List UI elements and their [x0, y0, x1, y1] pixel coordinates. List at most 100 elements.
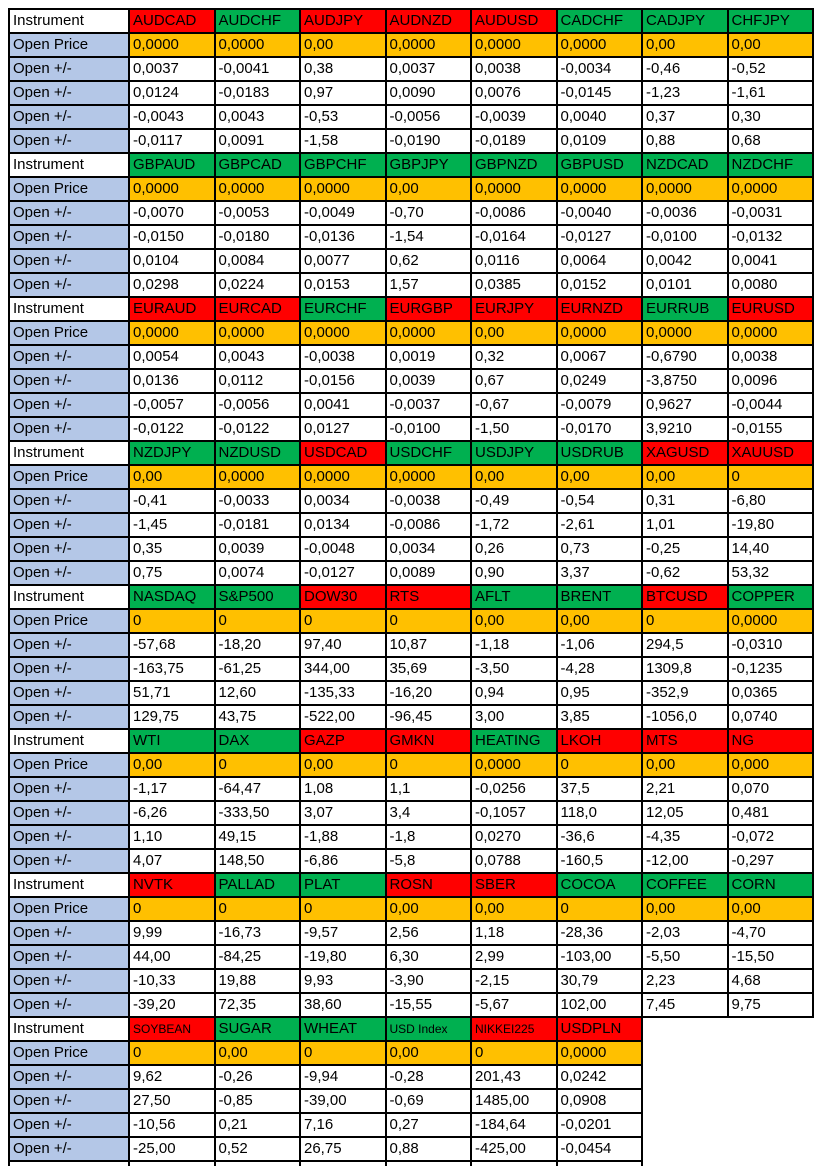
open-change-cell[interactable]: -0,0053 [213, 200, 301, 226]
open-change-cell[interactable]: -1,61 [726, 80, 814, 106]
open-price-cell[interactable]: 0 [726, 464, 814, 490]
open-change-cell[interactable]: 0,0034 [299, 488, 387, 514]
row-label-instrument[interactable]: Instrument [8, 728, 130, 754]
open-price-cell[interactable]: 0,0000 [384, 32, 472, 58]
open-change-cell[interactable]: 0,73 [555, 536, 643, 562]
open-change-cell[interactable]: 9,99 [128, 920, 216, 946]
open-change-cell[interactable]: 2,99 [470, 944, 558, 970]
open-price-cell[interactable]: 0,00 [299, 32, 387, 58]
open-change-cell[interactable]: -0,0181 [213, 512, 301, 538]
open-change-cell[interactable]: -163,75 [128, 656, 216, 682]
open-change-cell[interactable]: 9,75 [726, 992, 814, 1018]
open-change-cell[interactable]: -0,0044 [726, 392, 814, 418]
instrument-header-cell[interactable]: BRENT [555, 584, 643, 610]
open-price-cell[interactable]: 0 [470, 1040, 558, 1066]
open-change-cell[interactable]: -0,0031 [726, 200, 814, 226]
open-change-cell[interactable]: 129,75 [128, 704, 216, 730]
instrument-header-cell[interactable]: EURRUB [641, 296, 729, 322]
open-change-cell[interactable]: 0,0249 [555, 368, 643, 394]
open-change-cell[interactable]: 0,0298 [128, 272, 216, 298]
open-change-cell[interactable]: 19,88 [213, 968, 301, 994]
open-change-cell[interactable]: -0,28 [384, 1064, 472, 1090]
open-change-cell[interactable]: 0,0242 [555, 1064, 643, 1090]
row-label-open-change[interactable]: Open +/- [8, 104, 130, 130]
open-change-cell[interactable]: -1,88 [299, 824, 387, 850]
open-price-cell[interactable]: 0 [128, 896, 216, 922]
open-change-cell[interactable]: -0,25 [641, 536, 729, 562]
open-change-cell[interactable]: 0,0034 [384, 536, 472, 562]
open-change-cell[interactable]: -0,0189 [470, 128, 558, 154]
open-change-cell[interactable]: 0,32 [470, 344, 558, 370]
open-change-cell[interactable]: 10,87 [384, 632, 472, 658]
open-price-cell[interactable]: 0,00 [555, 464, 643, 490]
open-change-cell[interactable]: 0,0109 [555, 128, 643, 154]
row-label-open-price[interactable]: Open Price [8, 32, 130, 58]
open-price-cell[interactable]: 0,0000 [641, 320, 729, 346]
open-change-cell[interactable]: 37,5 [555, 776, 643, 802]
open-change-cell[interactable]: 0,0043 [213, 104, 301, 130]
open-change-cell[interactable]: 148,50 [213, 848, 301, 874]
row-label-open-change[interactable]: Open +/- [8, 800, 130, 826]
open-change-cell[interactable]: -0,0117 [128, 128, 216, 154]
open-change-cell[interactable]: 0,0038 [470, 56, 558, 82]
open-change-cell[interactable]: 35,69 [384, 656, 472, 682]
open-change-cell[interactable]: -0,0155 [726, 416, 814, 442]
open-price-cell[interactable]: 0,0000 [555, 32, 643, 58]
open-price-cell[interactable]: 0,0000 [470, 752, 558, 778]
open-change-cell[interactable]: -0,297 [726, 848, 814, 874]
open-price-cell[interactable]: 0,0000 [128, 320, 216, 346]
open-price-cell[interactable]: 0,00 [128, 464, 216, 490]
open-change-cell[interactable]: 44,00 [128, 944, 216, 970]
open-change-cell[interactable]: -0,41 [128, 488, 216, 514]
instrument-header-cell[interactable]: GBPCAD [213, 152, 301, 178]
open-change-cell[interactable]: -1056,0 [641, 704, 729, 730]
open-change-cell[interactable]: -2,03 [641, 920, 729, 946]
open-change-cell[interactable]: 3,9210 [641, 416, 729, 442]
open-change-cell[interactable]: -184,64 [470, 1112, 558, 1138]
open-price-cell[interactable]: 0 [213, 896, 301, 922]
open-change-cell[interactable]: -19,80 [726, 512, 814, 538]
open-change-cell[interactable]: -1,06 [555, 632, 643, 658]
open-change-cell[interactable]: 0,0038 [726, 344, 814, 370]
instrument-header-cell[interactable]: AUDJPY [299, 8, 387, 34]
open-change-cell[interactable]: 0,0124 [128, 80, 216, 106]
open-change-cell[interactable]: 1,1 [384, 776, 472, 802]
open-change-cell[interactable]: -36,6 [555, 824, 643, 850]
open-change-cell[interactable]: -0,0150 [128, 224, 216, 250]
open-change-cell[interactable]: -57,68 [128, 632, 216, 658]
open-price-cell[interactable]: 0,00 [384, 1040, 472, 1066]
open-change-cell[interactable]: -0,0049 [299, 200, 387, 226]
open-change-cell[interactable]: -5,67 [470, 992, 558, 1018]
open-price-cell[interactable]: 0,00 [384, 176, 472, 202]
open-change-cell[interactable]: 1,01 [641, 512, 729, 538]
instrument-header-cell[interactable]: DAX [213, 728, 301, 754]
instrument-header-cell[interactable]: DOW30 [299, 584, 387, 610]
open-change-cell[interactable]: 0,30 [726, 104, 814, 130]
open-change-cell[interactable]: -0,46 [641, 56, 729, 82]
open-change-cell[interactable]: -0,0454 [555, 1136, 643, 1162]
row-label-open-change[interactable]: Open +/- [8, 824, 130, 850]
open-change-cell[interactable]: 0,0019 [384, 344, 472, 370]
open-change-cell[interactable]: 2,21 [641, 776, 729, 802]
row-label-open-change[interactable]: Open +/- [8, 1088, 130, 1114]
open-change-cell[interactable]: 0,0041 [726, 248, 814, 274]
open-change-cell[interactable]: -3,8750 [641, 368, 729, 394]
open-change-cell[interactable]: 0,37 [641, 104, 729, 130]
open-change-cell[interactable]: -1,54 [384, 224, 472, 250]
open-change-cell[interactable]: 0,0077 [299, 248, 387, 274]
open-change-cell[interactable]: 14,40 [726, 536, 814, 562]
instrument-header-cell[interactable]: AUDUSD [470, 8, 558, 34]
open-change-cell[interactable]: 0,0112 [213, 368, 301, 394]
open-change-cell[interactable]: -28,36 [555, 920, 643, 946]
open-change-cell[interactable]: -0,0036 [641, 200, 729, 226]
row-label-open-change[interactable]: Open +/- [8, 776, 130, 802]
open-change-cell[interactable]: -25,00 [128, 1136, 216, 1162]
open-change-cell[interactable]: 0,0153 [299, 272, 387, 298]
open-price-cell[interactable]: 0,0000 [213, 464, 301, 490]
instrument-header-cell[interactable]: NZDCHF [726, 152, 814, 178]
open-change-cell[interactable]: -2,61 [555, 512, 643, 538]
open-change-cell[interactable]: -0,0048 [299, 536, 387, 562]
open-change-cell[interactable]: 0,35 [128, 536, 216, 562]
open-change-cell[interactable]: -4,70 [726, 920, 814, 946]
open-change-cell[interactable]: 0,0084 [213, 248, 301, 274]
